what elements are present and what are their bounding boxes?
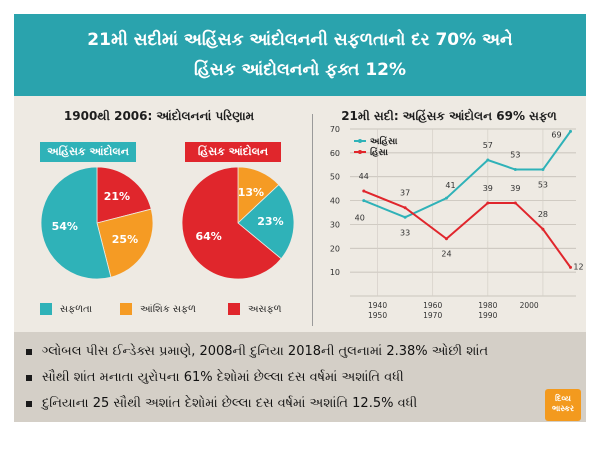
logo-line-2: ભાસ્કર bbox=[551, 404, 575, 413]
series-line-violence bbox=[363, 190, 572, 268]
pie-section-title: 1900થી 2006: આંદોલનનાં પરિણામ bbox=[63, 109, 255, 123]
series-point-0-2 bbox=[444, 196, 448, 200]
line-chart-title: 21મી સદી: અહિંસક આંદોલન 69% સફળ bbox=[341, 109, 557, 123]
legend-success: સફળતા bbox=[40, 302, 92, 316]
series-point-1-3 bbox=[486, 201, 490, 205]
logo-line-1: દિવ્ય bbox=[555, 394, 571, 403]
x-tick-label-2-0: 1980 bbox=[478, 301, 497, 310]
infographic: 21મી સદીમાં અહિંસક આંદોલનની સફળતાનો દર 7… bbox=[14, 14, 586, 422]
fact-text-1: ગ્લોબલ પીસ ઈન્ડેક્સ પ્રમાણે, 2008ની દુનિ… bbox=[42, 344, 489, 359]
series-point-1-5 bbox=[541, 227, 545, 231]
data-label-1-3: 39 bbox=[483, 184, 493, 193]
violent-pie-label-2: 23% bbox=[257, 214, 284, 228]
nonviolent-pie-slice-2 bbox=[96, 208, 154, 278]
data-label-0-1: 33 bbox=[400, 228, 410, 237]
bullet-square-icon bbox=[26, 348, 32, 355]
legend-label-0: અહિંસા bbox=[370, 135, 398, 147]
section-divider bbox=[312, 114, 313, 326]
fact-text-2: સૌથી શાંત મનાતા યુરોપના 61% દેશોમાં છેલ્… bbox=[42, 370, 404, 385]
nonviolent-tag: અહિંસક આંદોલન bbox=[40, 142, 136, 162]
data-label-0-5: 53 bbox=[538, 181, 548, 190]
series-point-0-6 bbox=[568, 129, 572, 133]
data-label-0-4: 53 bbox=[510, 151, 520, 160]
data-label-1-0: 44 bbox=[359, 172, 369, 181]
fact-item-3: દુનિયાના 25 સૌથી અશાંત દેશોમાં છેલ્લા દસ… bbox=[26, 396, 417, 411]
violent-pie-slice-2 bbox=[237, 184, 295, 260]
fact-text-3: દુનિયાના 25 સૌથી અશાંત દેશોમાં છેલ્લા દસ… bbox=[42, 396, 418, 411]
data-label-1-5: 28 bbox=[538, 210, 548, 219]
legend-label-failure: અસફળ bbox=[248, 303, 282, 315]
line-chart-container: 10 20 30 40 50 60 70 1940 1950 1960 1970 1980 1990 20… bbox=[314, 119, 584, 329]
bullet-square-icon bbox=[26, 400, 32, 407]
facts-panel: ગ્લોબલ પીસ ઈન્ડેક્સ પ્રમાણે, 2008ની દુનિ… bbox=[14, 332, 586, 422]
header-banner: 21મી સદીમાં અહિંસક આંદોલનની સફળતાનો દર 7… bbox=[14, 14, 586, 96]
divya-bhaskar-logo: દિવ્ય ભાસ્કર bbox=[545, 389, 581, 421]
series-point-1-0 bbox=[362, 189, 366, 193]
legend-label-1: હિંસા bbox=[370, 146, 389, 158]
violent-tag: હિંસક આંદોલન bbox=[185, 142, 281, 162]
x-tick-label-0-0: 1940 bbox=[368, 301, 387, 310]
x-tick-label-1-1: 1970 bbox=[423, 311, 442, 320]
legend-dot-0 bbox=[358, 139, 362, 143]
legend-swatch-success bbox=[40, 303, 52, 315]
legend-partial: આંશિક સફળ bbox=[120, 302, 196, 316]
legend-label-partial: આંશિક સફળ bbox=[140, 303, 196, 315]
series-point-1-4 bbox=[513, 201, 517, 205]
series-point-1-6 bbox=[568, 265, 572, 269]
fact-item-1: ગ્લોબલ પીસ ઈન્ડેક્સ પ્રમાણે, 2008ની દુનિ… bbox=[26, 344, 488, 359]
data-label-1-2: 24 bbox=[441, 250, 451, 259]
legend-dot-1 bbox=[358, 150, 362, 154]
x-tick-label-1-0: 1960 bbox=[423, 301, 442, 310]
x-tick-label-3-0: 2000 bbox=[520, 301, 539, 310]
headline-line-1: 21મી સદીમાં અહિંસક આંદોલનની સફળતાનો દર 7… bbox=[87, 30, 513, 50]
nonviolent-pie-label-2: 25% bbox=[111, 232, 139, 246]
series-point-0-4 bbox=[513, 168, 517, 172]
violent-pie-slice-3 bbox=[181, 166, 282, 280]
series-point-0-0 bbox=[362, 199, 366, 203]
y-tick-label-50: 50 bbox=[330, 173, 340, 182]
y-tick-label-20: 20 bbox=[330, 244, 340, 253]
series-point-1-1 bbox=[403, 206, 407, 210]
pie-charts bbox=[40, 166, 295, 280]
x-tick-label-0-1: 1950 bbox=[368, 311, 387, 320]
y-tick-label-60: 60 bbox=[330, 149, 340, 158]
data-label-0-6: 69 bbox=[551, 130, 561, 139]
nonviolent-pie-slice-3 bbox=[40, 166, 112, 280]
violent-pie-label-1: 13% bbox=[237, 186, 265, 200]
x-tick-label-2-1: 1990 bbox=[478, 311, 497, 320]
y-tick-label-10: 10 bbox=[330, 268, 340, 277]
data-label-0-2: 41 bbox=[445, 181, 455, 190]
y-tick-label-30: 30 bbox=[330, 220, 340, 229]
series-point-0-1 bbox=[403, 215, 407, 219]
fact-item-2: સૌથી શાંત મનાતા યુરોપના 61% દેશોમાં છેલ્… bbox=[26, 370, 404, 385]
headline-line-2: હિંસક આંદોલનનો ફક્ત 12% bbox=[193, 60, 407, 80]
legend-swatch-partial bbox=[120, 303, 132, 315]
nonviolent-pie-label-3: 54% bbox=[51, 220, 78, 234]
data-label-1-6: 12 bbox=[573, 262, 583, 271]
series-point-0-5 bbox=[541, 168, 545, 172]
data-label-1-4: 39 bbox=[510, 184, 520, 193]
nonviolent-pie-label-1: 21% bbox=[103, 190, 131, 204]
legend-failure: અસફળ bbox=[228, 302, 282, 316]
bullet-square-icon bbox=[26, 374, 32, 381]
data-label-0-3: 57 bbox=[483, 141, 493, 150]
series-point-0-3 bbox=[486, 158, 490, 162]
data-label-0-0: 40 bbox=[355, 214, 365, 223]
legend-swatch-failure bbox=[228, 303, 240, 315]
series-point-1-2 bbox=[444, 237, 448, 241]
y-tick-label-70: 70 bbox=[330, 125, 340, 134]
data-label-1-1: 37 bbox=[400, 189, 410, 198]
violent-pie-label-3: 64% bbox=[195, 229, 222, 243]
y-tick-label-40: 40 bbox=[330, 197, 340, 206]
legend-label-success: સફળતા bbox=[60, 303, 93, 315]
nonviolent-pie-slice-1 bbox=[96, 166, 152, 224]
